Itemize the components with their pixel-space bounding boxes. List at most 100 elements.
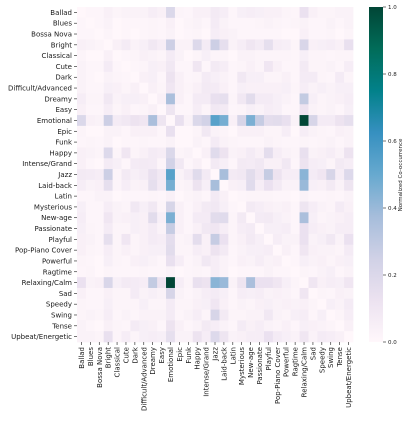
heatmap-cell — [94, 179, 105, 192]
heatmap-cell — [201, 61, 211, 73]
heatmap-cell — [103, 147, 113, 159]
heatmap-cell — [255, 28, 265, 40]
heatmap-cell — [272, 255, 283, 267]
heatmap-cell — [148, 136, 158, 148]
heatmap-cell — [344, 28, 354, 40]
heatmap-cell — [290, 179, 300, 192]
colorbar-tick-label: 0.4 — [388, 206, 397, 212]
heatmap-cell — [290, 287, 300, 300]
heatmap-cell — [148, 61, 158, 73]
heatmap-cell — [272, 179, 283, 192]
heatmap-cell — [112, 223, 122, 235]
heatmap-cell — [157, 212, 167, 224]
heatmap-cell — [148, 71, 158, 83]
colorbar — [369, 7, 383, 342]
heatmap-cell — [210, 266, 220, 278]
heatmap-cell — [246, 93, 256, 105]
heatmap-cell — [77, 115, 87, 127]
heatmap-cell — [201, 223, 211, 235]
heatmap-cell — [228, 201, 238, 213]
heatmap-cell — [281, 320, 292, 332]
heatmap-cell — [335, 309, 345, 321]
heatmap-cell — [219, 28, 229, 40]
heatmap-cell — [148, 266, 158, 278]
heatmap-cell — [201, 179, 211, 192]
x-tick-label: Easy — [158, 347, 166, 364]
heatmap-cell — [317, 50, 327, 62]
heatmap-cell — [139, 82, 149, 94]
heatmap-cell — [344, 115, 354, 127]
heatmap-cell — [281, 201, 292, 213]
heatmap-cell — [228, 158, 238, 170]
heatmap-cell — [94, 287, 105, 300]
heatmap-cell — [103, 28, 113, 40]
heatmap-cell — [112, 179, 122, 192]
x-tick-label: Mysterious — [238, 347, 246, 385]
heatmap-cell — [281, 298, 292, 310]
heatmap-cell — [103, 158, 113, 170]
heatmap-cell — [255, 255, 265, 267]
heatmap-cell — [281, 244, 292, 256]
heatmap-cell — [272, 147, 283, 159]
colorbar-label: Normalized Co-occurrence — [398, 138, 404, 211]
heatmap-cell — [174, 233, 185, 246]
heatmap-cell — [85, 298, 96, 310]
heatmap-cell — [112, 82, 122, 94]
x-tick-label: Speedy — [318, 347, 326, 373]
heatmap-cell — [308, 147, 318, 159]
heatmap-cell — [94, 71, 105, 83]
heatmap-cell — [228, 93, 238, 105]
heatmap-cell — [255, 147, 265, 159]
x-tick-label: Sad — [309, 347, 317, 360]
x-tick-label: Blues — [87, 347, 95, 366]
heatmap-cell — [299, 50, 309, 62]
heatmap-cell — [85, 93, 96, 105]
heatmap-cell — [192, 190, 202, 202]
heatmap-cell — [255, 61, 265, 73]
heatmap-cell — [183, 39, 194, 51]
heatmap-cell — [201, 212, 211, 224]
heatmap-cell — [326, 39, 336, 51]
heatmap-cell — [237, 158, 247, 170]
heatmap-cell — [237, 7, 247, 19]
heatmap-cell — [157, 190, 167, 202]
heatmap-cell — [219, 158, 229, 170]
heatmap-cell — [121, 309, 131, 321]
heatmap-cell — [263, 39, 274, 51]
heatmap-cell — [210, 298, 220, 310]
y-tick-label: Difficult/Advanced — [8, 85, 72, 93]
heatmap-cell — [317, 82, 327, 94]
heatmap-cell — [130, 266, 140, 278]
heatmap-cell — [103, 115, 113, 127]
heatmap-cell — [210, 61, 220, 73]
heatmap-cell — [263, 7, 274, 19]
heatmap-cell — [308, 266, 318, 278]
heatmap-cell — [299, 298, 309, 310]
heatmap-cell — [192, 104, 202, 116]
heatmap-cell — [210, 28, 220, 40]
heatmap-cell — [157, 266, 167, 278]
heatmap-cell — [183, 233, 194, 246]
heatmap-cell — [174, 223, 185, 235]
heatmap-cell — [263, 82, 274, 94]
y-tick-label: Classical — [42, 52, 72, 60]
heatmap-cell — [77, 179, 87, 192]
heatmap-cell — [344, 244, 354, 256]
heatmap-cell — [174, 28, 185, 40]
heatmap-cell — [103, 179, 113, 192]
y-tick-label: Blues — [53, 20, 72, 28]
heatmap-cell — [246, 115, 256, 127]
heatmap-cell — [299, 7, 309, 19]
heatmap-cell — [166, 212, 176, 224]
heatmap-cell — [281, 136, 292, 148]
heatmap-cell — [183, 61, 194, 73]
heatmap-cell — [130, 320, 140, 332]
heatmap-cell — [77, 266, 87, 278]
heatmap-cell — [335, 169, 345, 181]
heatmap-cell — [219, 277, 229, 289]
heatmap-cell — [157, 244, 167, 256]
heatmap-cell — [121, 28, 131, 40]
heatmap-cell — [308, 93, 318, 105]
heatmap-cell — [281, 125, 292, 138]
heatmap-cell — [246, 233, 256, 246]
